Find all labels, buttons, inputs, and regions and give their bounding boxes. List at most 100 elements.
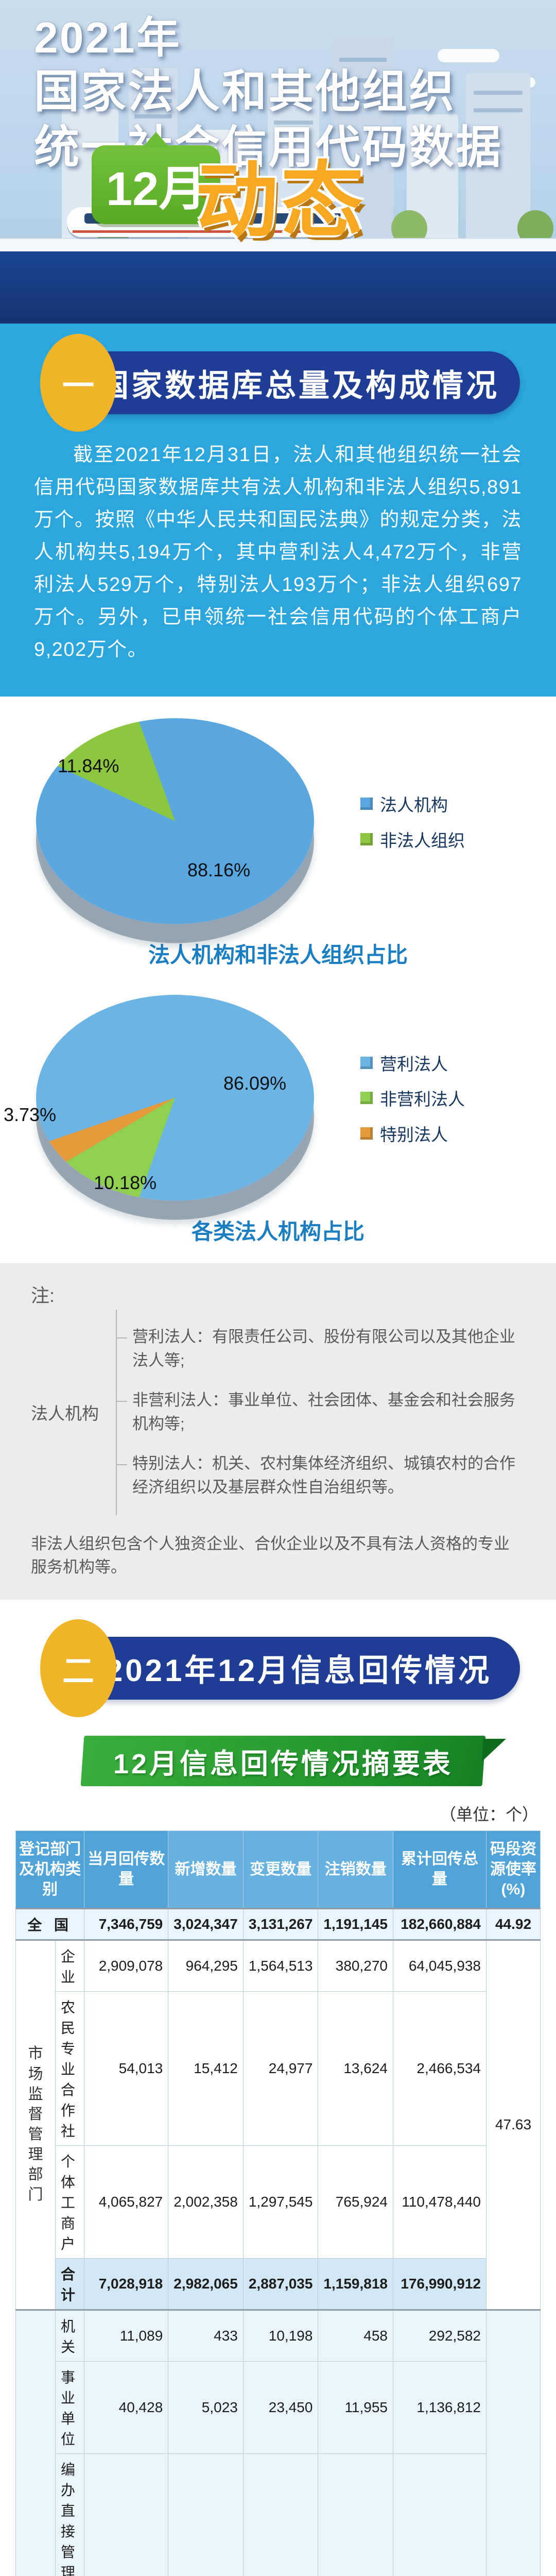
table-cell-rate: 53.55 — [486, 2309, 541, 2576]
table-title: 12月信息回传情况摘要表 — [113, 1748, 454, 1780]
chart-legend: 法人机构 非法人组织 — [360, 782, 546, 865]
legend-color-swatch — [360, 1056, 373, 1069]
table-row: 农民专业合作社 54,013 15,412 24,977 13,624 2,466,534 — [16, 1991, 541, 2146]
column-header: 变更数量 — [242, 1830, 319, 1909]
unit-note: （单位：个） — [439, 1805, 538, 1824]
composition-charts: 88.16% 11.84% 法人机构 非法人组织 法人机构和非法人组织占比 86.0… — [0, 696, 556, 1246]
table-cell: 11,955 — [318, 2361, 393, 2454]
table-cell: 182,660,884 — [393, 1907, 486, 1940]
table-row: 个体工商户 4,065,827 2,002,358 1,297,545 765,924 1… — [16, 2145, 541, 2259]
table-cell: 5,023 — [168, 2361, 244, 2454]
title-year: 2021年 — [34, 13, 181, 62]
table-cell-label: 农民专业合作社 — [55, 1991, 85, 2146]
pie-graphic — [36, 994, 314, 1201]
table-group-label: 市场监督管理部门 — [15, 1939, 56, 2310]
table-cell: 1,564,513 — [242, 1939, 319, 1992]
column-header: 注销数量 — [318, 1830, 393, 1909]
header-banner: 2021年 国家法人和其他组织 统一社会信用代码数据 12月 动态 — [0, 0, 556, 324]
section-1-heading: 一 国家数据库总量及构成情况 — [40, 334, 520, 432]
notes-parent-label: 法人机构 — [31, 1404, 99, 1423]
column-header: 登记部门及机构类别 — [15, 1830, 85, 1909]
table-row: 事业单位 40,428 5,023 23,450 11,955 1,136,812 — [15, 2361, 541, 2454]
legend-item: 非法人组织 — [360, 829, 546, 853]
title-line2: 国家法人和其他组织 — [34, 66, 456, 117]
notes-section: 注: 法人机构 营利法人：有限责任公司、股份有限公司以及其他企业法人等; 非营利… — [0, 1263, 556, 1600]
column-header: 当月回传数量 — [84, 1830, 169, 1909]
table-cell: 7,028,918 — [84, 2258, 169, 2310]
table-cell-label: 编办直接管理机构编制的群众团体 — [55, 2453, 85, 2576]
table-cell: 110,478,440 — [393, 2145, 486, 2259]
legend-color-swatch — [360, 1092, 373, 1105]
chart-legend: 营利法人非营利法人特别法人 — [360, 1041, 546, 1159]
road-strip — [0, 238, 556, 251]
table-cell: 380,270 — [318, 1939, 393, 1992]
pie-chart-legal-vs-nonlegal: 88.16% 11.84% 法人机构非法人组织 — [0, 710, 556, 937]
legend-item: 特别法人 — [360, 1124, 546, 1147]
pie-chart-legal-person-types: 86.09% 10.18% 3.73% 营利法人 非营利法人 特别法人 — [0, 987, 556, 1213]
section-1: 一 国家数据库总量及构成情况 截至2021年12月31日，法人和其他组织统一社会… — [0, 324, 556, 697]
section-2-heading: 二 2021年12月信息回传情况 — [40, 1619, 520, 1717]
table-cell: 99 — [168, 2453, 244, 2576]
building-shape — [466, 73, 530, 238]
notes-footer: 非法人组织包含个人独资企业、合伙企业以及不具有法人资格的专业服务机构等。 — [31, 1534, 510, 1576]
table-cell: 964,295 — [168, 1939, 244, 1992]
table-cell: 765,924 — [318, 2145, 393, 2259]
table-cell: 3,024,347 — [168, 1907, 244, 1940]
notes-item-list: 营利法人：有限责任公司、股份有限公司以及其他企业法人等; 非营利法人：事业单位、… — [116, 1309, 525, 1515]
table-header-row: 登记部门及机构类别 当月回传数量 新增数量 变更数量 注销数量 累计回传总量 码… — [15, 1830, 541, 1909]
table-cell: 1,159,818 — [318, 2258, 393, 2310]
section-1-marker: 一 — [40, 334, 116, 432]
legend-color-swatch — [360, 1127, 373, 1140]
table-cell: 7,346,759 — [84, 1907, 169, 1940]
table-cell: 2,982,065 — [168, 2258, 244, 2310]
column-header: 累计回传总量 — [393, 1830, 486, 1909]
table-cell: 1,297,545 — [242, 2145, 319, 2259]
building-shape — [332, 37, 394, 238]
table-cell: 2,466,534 — [393, 1991, 486, 2146]
table-row-national: 全 国 7,346,759 3,024,347 3,131,267 1,191,145 1… — [15, 1907, 541, 1940]
pie-graphic — [36, 718, 314, 924]
table-cell: 26,371 — [393, 2453, 486, 2576]
pie-percentage-label: 88.16% — [187, 859, 251, 880]
notes-label: 注: — [31, 1284, 55, 1306]
legend-item: 营利法人 — [360, 1053, 546, 1076]
legend-item-label: 非营利法人 — [380, 1090, 465, 1109]
summary-table: 登记部门及机构类别 当月回传数量 新增数量 变更数量 注销数量 累计回传总量 码… — [15, 1830, 541, 2576]
pie-percentage-label: 10.18% — [94, 1172, 157, 1194]
table-cell: 1,136,812 — [393, 2361, 486, 2454]
table-cell-label: 个体工商户 — [55, 2145, 85, 2259]
page-title: 2021年 国家法人和其他组织 统一社会信用代码数据 — [34, 11, 502, 175]
table-cell-rate: 47.63 — [486, 1939, 541, 2310]
table-group-label: 机构编制部门 — [15, 2309, 56, 2576]
pie-percentage-label: 11.84% — [58, 755, 119, 776]
table-cell: 2,002,358 — [168, 2145, 244, 2259]
table-row: 合计 7,028,918 2,982,065 2,887,035 1,159,818 17… — [15, 2258, 541, 2310]
table-cell: 4,065,827 — [84, 2145, 169, 2259]
table-cell: 15 — [318, 2453, 393, 2576]
table-row: 编办直接管理机构编制的群众团体990998761526,371 — [15, 2453, 541, 2576]
table-cell: 176,990,912 — [393, 2258, 486, 2310]
table-cell: 2,887,035 — [242, 2258, 319, 2310]
table-cell: 3,131,267 — [242, 1907, 319, 1940]
table-cell: 54,013 — [84, 1991, 169, 2146]
legend-color-swatch — [360, 833, 373, 845]
notes-item: 营利法人：有限责任公司、股份有限公司以及其他企业法人等; — [117, 1325, 525, 1373]
table-cell-label: 全 国 — [15, 1907, 85, 1940]
table-cell-label: 机关 — [55, 2309, 85, 2362]
table-title-ribbon: 12月信息回传情况摘要表 — [80, 1735, 486, 1786]
header-bottom-band — [0, 251, 556, 324]
cloud-shape — [438, 49, 499, 62]
month-badge: 12月 — [92, 145, 221, 224]
pie-percentage-label: 3.73% — [4, 1104, 57, 1126]
table-cell: 40,428 — [84, 2361, 169, 2454]
table-cell-rate: 44.92 — [486, 1907, 541, 1940]
legend-item-label: 营利法人 — [380, 1054, 448, 1074]
pie-caption-1: 法人机构和非法人组织占比 — [148, 942, 408, 967]
table-cell: 458 — [318, 2309, 393, 2362]
notes-item: 特别法人：机关、农村集体经济组织、城镇农村的合作经济组织以及基层群众性自治组织等… — [117, 1452, 525, 1500]
column-header: 新增数量 — [168, 1830, 244, 1909]
section-2-heading-text: 2021年12月信息回传情况 — [105, 1653, 492, 1688]
legend-item: 法人机构 — [360, 794, 546, 817]
